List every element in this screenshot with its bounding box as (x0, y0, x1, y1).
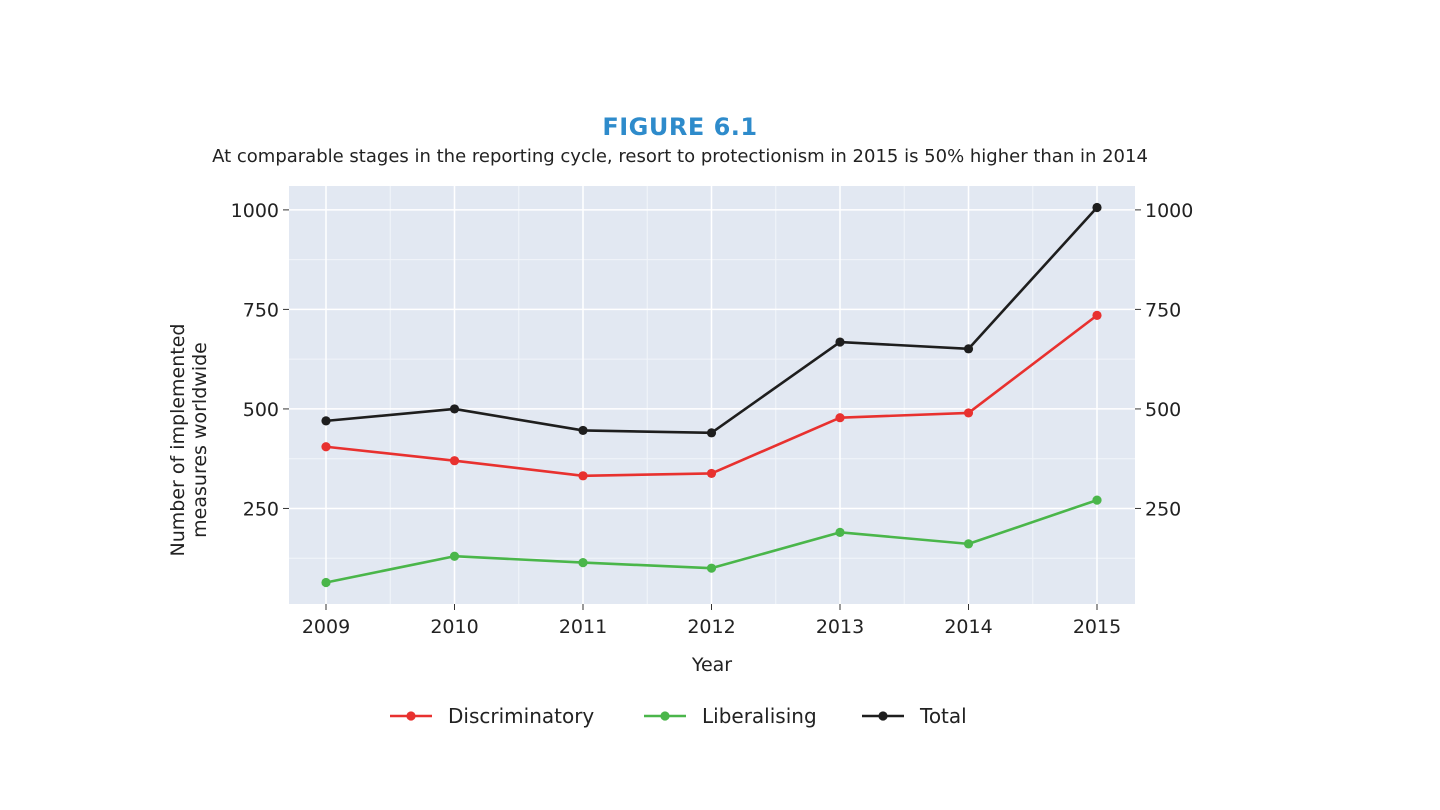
data-point-total-2012 (706, 428, 717, 438)
data-point-discriminatory-2012 (706, 468, 717, 479)
data-point-liberalising-2010 (449, 551, 460, 561)
data-point-liberalising-2011 (578, 557, 588, 568)
figure-subtitle: At comparable stages in the reporting cy… (212, 146, 1148, 167)
x-axis-title: Year (691, 654, 732, 676)
data-point-liberalising-2013 (835, 527, 845, 537)
data-point-discriminatory-2013 (835, 413, 845, 423)
y-tick-label-right: 750 (1145, 299, 1181, 321)
data-point-liberalising-2012 (706, 563, 717, 573)
x-tick-label: 2010 (430, 616, 478, 638)
y-axis-title: Number of implemented measures worldwide (167, 324, 211, 557)
x-tick-label: 2013 (816, 616, 864, 638)
x-tick-label: 2014 (944, 616, 992, 638)
y-axis-title-line-1: Number of implemented (167, 324, 189, 557)
legend-label-discriminatory: Discriminatory (448, 704, 594, 728)
data-point-total-2010 (449, 404, 460, 414)
data-point-discriminatory-2009 (321, 442, 331, 452)
y-axis-left: 250 500 750 1000 (231, 200, 289, 520)
data-point-discriminatory-2015 (1092, 310, 1102, 320)
data-point-liberalising-2014 (963, 539, 974, 549)
legend-label-liberalising: Liberalising (702, 704, 817, 728)
y-tick-label-left: 500 (243, 399, 279, 421)
legend-item-total: Total (862, 704, 967, 728)
legend-swatch-point-discriminatory (406, 711, 416, 721)
legend-item-liberalising: Liberalising (644, 704, 817, 728)
data-point-liberalising-2015 (1092, 495, 1102, 505)
series-points (321, 202, 1102, 588)
legend-swatch-point-liberalising (660, 711, 670, 721)
data-point-liberalising-2009 (321, 577, 331, 588)
data-point-discriminatory-2011 (578, 471, 588, 481)
data-point-total-2014 (963, 344, 974, 354)
grid-lines (289, 186, 1135, 604)
y-axis-title-line-2: measures worldwide (189, 342, 211, 538)
x-axis: 2009 2010 2011 2012 2013 2014 2015 (302, 604, 1121, 638)
y-tick-label-right: 500 (1145, 399, 1181, 421)
legend-item-discriminatory: Discriminatory (390, 704, 594, 728)
y-axis-right: 250 500 750 1000 (1135, 200, 1193, 520)
y-tick-label-right: 250 (1145, 498, 1181, 520)
y-tick-label-left: 1000 (231, 200, 279, 222)
data-point-total-2015 (1092, 202, 1102, 213)
y-tick-label-left: 250 (243, 498, 279, 520)
y-tick-label-right: 1000 (1145, 200, 1193, 222)
data-point-total-2011 (578, 425, 588, 436)
legend-swatch-point-total (878, 711, 888, 721)
x-tick-label: 2012 (687, 616, 735, 638)
data-point-total-2013 (835, 337, 845, 347)
y-tick-label-left: 750 (243, 299, 279, 321)
data-point-discriminatory-2014 (963, 408, 974, 418)
data-point-total-2009 (321, 416, 331, 426)
x-tick-label: 2015 (1073, 616, 1121, 638)
figure-title: FIGURE 6.1 (602, 113, 758, 141)
legend-label-total: Total (919, 704, 967, 728)
x-tick-label: 2011 (559, 616, 607, 638)
legend: Discriminatory Liberalising Total (390, 704, 967, 728)
x-tick-label: 2009 (302, 616, 350, 638)
data-point-discriminatory-2010 (449, 456, 460, 466)
